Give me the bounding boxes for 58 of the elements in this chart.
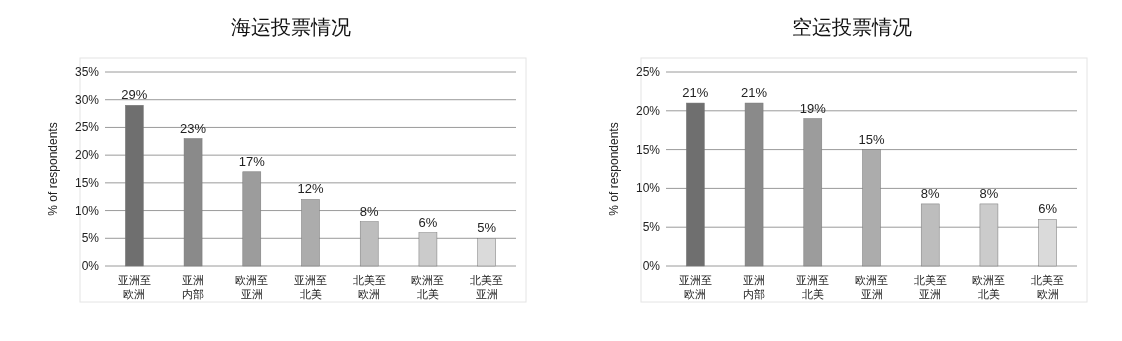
y-tick-label: 20% bbox=[74, 148, 100, 163]
bar bbox=[979, 203, 999, 267]
bar bbox=[418, 232, 438, 267]
x-tick-label: 欧洲至亚洲 bbox=[235, 274, 269, 300]
bar bbox=[686, 102, 705, 267]
y-tick-label: 25% bbox=[74, 120, 100, 135]
x-tick-label: 欧洲至北美 bbox=[972, 274, 1006, 300]
x-tick-label: 亚洲内部 bbox=[743, 274, 766, 300]
y-tick-label: 0% bbox=[642, 259, 661, 273]
data-label: 8% bbox=[359, 203, 380, 219]
data-label: 8% bbox=[979, 185, 999, 201]
bar bbox=[183, 138, 203, 267]
data-label: 8% bbox=[920, 185, 941, 201]
bar bbox=[744, 102, 764, 267]
y-tick-label: 20% bbox=[635, 103, 661, 118]
data-label: 21% bbox=[682, 85, 709, 101]
data-label: 6% bbox=[1038, 201, 1058, 217]
x-tick-label: 亚洲至北美 bbox=[294, 274, 327, 300]
x-tick-label: 欧洲至北美 bbox=[411, 274, 445, 300]
x-tick-label: 亚洲内部 bbox=[182, 274, 205, 300]
x-tick-label: 北美至欧洲 bbox=[1031, 274, 1065, 300]
y-axis-title: % of respondents bbox=[607, 122, 621, 216]
chart-title: 空运投票情况 bbox=[791, 16, 912, 38]
y-axis-title: % of respondents bbox=[46, 122, 60, 216]
y-tick-label: 30% bbox=[74, 92, 100, 107]
data-label: 29% bbox=[121, 87, 148, 103]
bar bbox=[301, 199, 320, 267]
y-tick-label: 10% bbox=[635, 181, 661, 196]
data-label: 19% bbox=[799, 100, 827, 116]
y-tick-label: 25% bbox=[635, 65, 661, 79]
bar bbox=[359, 221, 379, 267]
data-label: 5% bbox=[477, 220, 497, 236]
data-label: 21% bbox=[741, 85, 768, 101]
bar bbox=[477, 238, 496, 267]
bar bbox=[920, 203, 940, 267]
x-tick-label: 亚洲至欧洲 bbox=[678, 274, 712, 300]
y-tick-label: 15% bbox=[74, 175, 100, 190]
y-tick-label: 15% bbox=[635, 142, 661, 157]
y-tick-label: 0% bbox=[81, 259, 100, 273]
data-label: 23% bbox=[180, 120, 207, 136]
data-label: 6% bbox=[418, 214, 438, 230]
x-tick-label: 北美至亚洲 bbox=[470, 274, 504, 300]
data-label: 17% bbox=[238, 153, 266, 169]
bar bbox=[1038, 219, 1057, 267]
x-tick-label: 欧洲至亚洲 bbox=[855, 274, 888, 300]
chart-title: 海运投票情况 bbox=[230, 16, 351, 38]
data-label: 12% bbox=[297, 181, 324, 197]
data-label: 15% bbox=[858, 131, 885, 147]
x-tick-label: 北美至欧洲 bbox=[352, 274, 386, 300]
y-tick-label: 35% bbox=[74, 65, 100, 79]
x-tick-label: 北美至亚洲 bbox=[913, 274, 947, 300]
x-tick-label: 亚洲至北美 bbox=[796, 274, 830, 300]
y-tick-label: 5% bbox=[81, 231, 100, 246]
y-tick-label: 5% bbox=[642, 220, 661, 235]
bar bbox=[125, 105, 144, 267]
x-tick-label: 亚洲至欧洲 bbox=[117, 274, 151, 300]
y-tick-label: 10% bbox=[74, 203, 100, 218]
bar bbox=[862, 149, 881, 267]
